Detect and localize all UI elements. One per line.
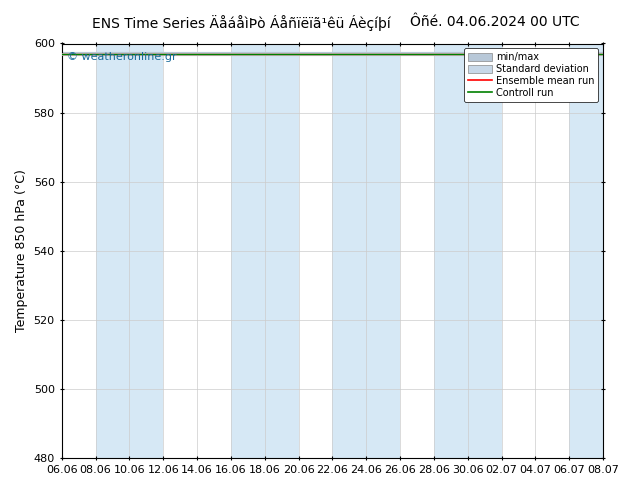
Text: ENS Time Series ÄåáåìÞò Áåñïëïã¹êü Áèçíþí: ENS Time Series ÄåáåìÞò Áåñïëïã¹êü Áèçíþ… [91, 15, 391, 31]
Y-axis label: Temperature 850 hPa (°C): Temperature 850 hPa (°C) [15, 170, 28, 332]
Legend: min/max, Standard deviation, Ensemble mean run, Controll run: min/max, Standard deviation, Ensemble me… [463, 49, 598, 102]
Bar [96, 44, 163, 458]
Bar [332, 44, 400, 458]
Text: © weatheronline.gr: © weatheronline.gr [67, 52, 177, 62]
Bar [434, 44, 501, 458]
Text: Ôñé. 04.06.2024 00 UTC: Ôñé. 04.06.2024 00 UTC [410, 15, 579, 29]
Bar [569, 44, 634, 458]
Bar [231, 44, 299, 458]
